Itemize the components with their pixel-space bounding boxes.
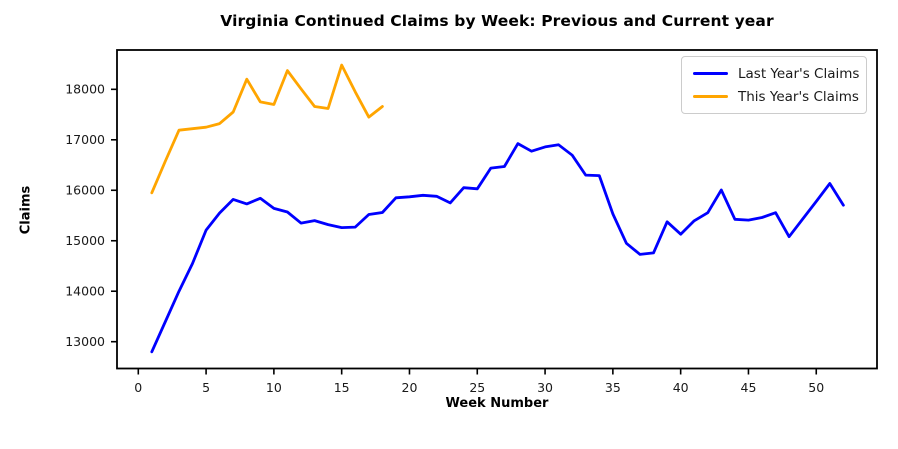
x-tick-label: 0 [134, 380, 142, 395]
x-tick-label: 35 [605, 380, 621, 395]
y-axis-label: Claims [18, 185, 34, 235]
x-tick-label: 10 [266, 380, 282, 395]
y-tick-label: 14000 [65, 284, 105, 299]
y-tick-label: 15000 [65, 233, 105, 248]
y-tick-label: 16000 [65, 183, 105, 198]
x-tick-label: 25 [469, 380, 485, 395]
x-axis-label: Week Number [445, 396, 549, 411]
legend-line-swatch-blue [693, 72, 728, 75]
legend-line-swatch-orange [693, 95, 728, 98]
legend-item-this-years-claims: This Year's Claims [693, 85, 859, 108]
x-tick-label: 20 [402, 380, 418, 395]
plot-border [116, 49, 878, 370]
y-tick-label: 18000 [65, 82, 105, 97]
x-tick-label: 45 [741, 380, 757, 395]
chart-title: Virginia Continued Claims by Week: Previ… [220, 12, 774, 30]
x-tick-label: 40 [673, 380, 689, 395]
y-tick-label: 17000 [65, 132, 105, 147]
x-tick-label: 50 [808, 380, 824, 395]
y-tick-label: 13000 [65, 334, 105, 349]
x-tick-label: 30 [537, 380, 553, 395]
legend-label-this-years-claims: This Year's Claims [738, 88, 859, 105]
line-this-year-s-claims [150, 63, 384, 195]
legend-label-last-years-claims: Last Year's Claims [738, 65, 860, 82]
x-tick-label: 5 [202, 380, 210, 395]
x-tick-label: 15 [334, 380, 350, 395]
legend-item-last-years-claims: Last Year's Claims [693, 62, 860, 85]
legend: Last Year's Claims This Year's Claims [681, 56, 867, 114]
line-last-year-s-claims [150, 142, 845, 354]
